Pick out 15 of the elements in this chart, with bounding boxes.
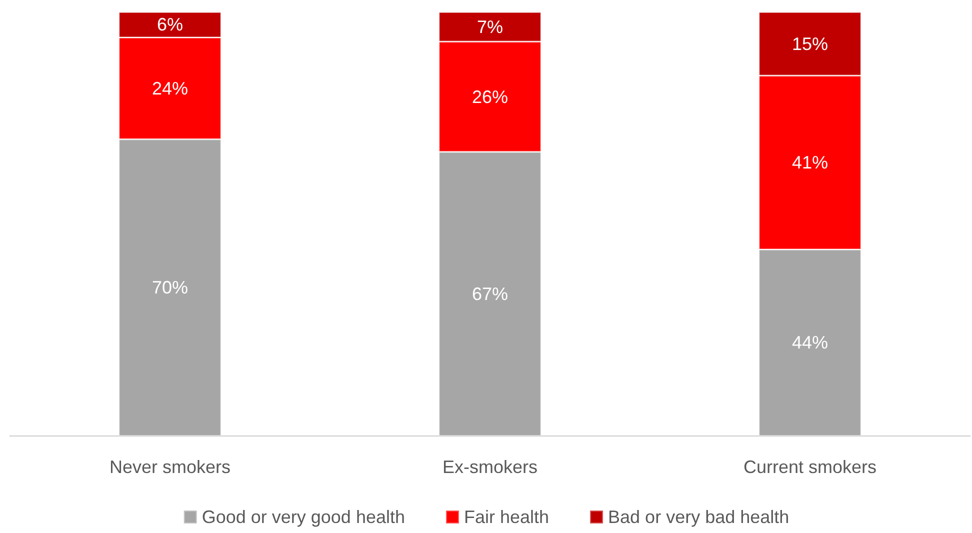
data-label: 41% bbox=[792, 152, 828, 173]
data-label: 6% bbox=[156, 14, 184, 35]
legend-label: Bad or very bad health bbox=[608, 507, 790, 527]
x-tick-label: Ex-smokers bbox=[442, 457, 538, 477]
legend-label: Good or very good health bbox=[202, 507, 405, 527]
data-label: 24% bbox=[152, 78, 188, 98]
data-label: 70% bbox=[152, 278, 188, 298]
data-label: 26% bbox=[472, 86, 508, 107]
x-tick-label: Never smokers bbox=[109, 457, 231, 477]
legend-label: Fair health bbox=[464, 507, 550, 527]
data-label: 44% bbox=[792, 332, 828, 353]
data-label: 7% bbox=[476, 16, 504, 37]
x-tick-label: Current smokers bbox=[743, 457, 877, 477]
data-label: 15% bbox=[792, 34, 828, 54]
data-label: 67% bbox=[472, 284, 508, 304]
